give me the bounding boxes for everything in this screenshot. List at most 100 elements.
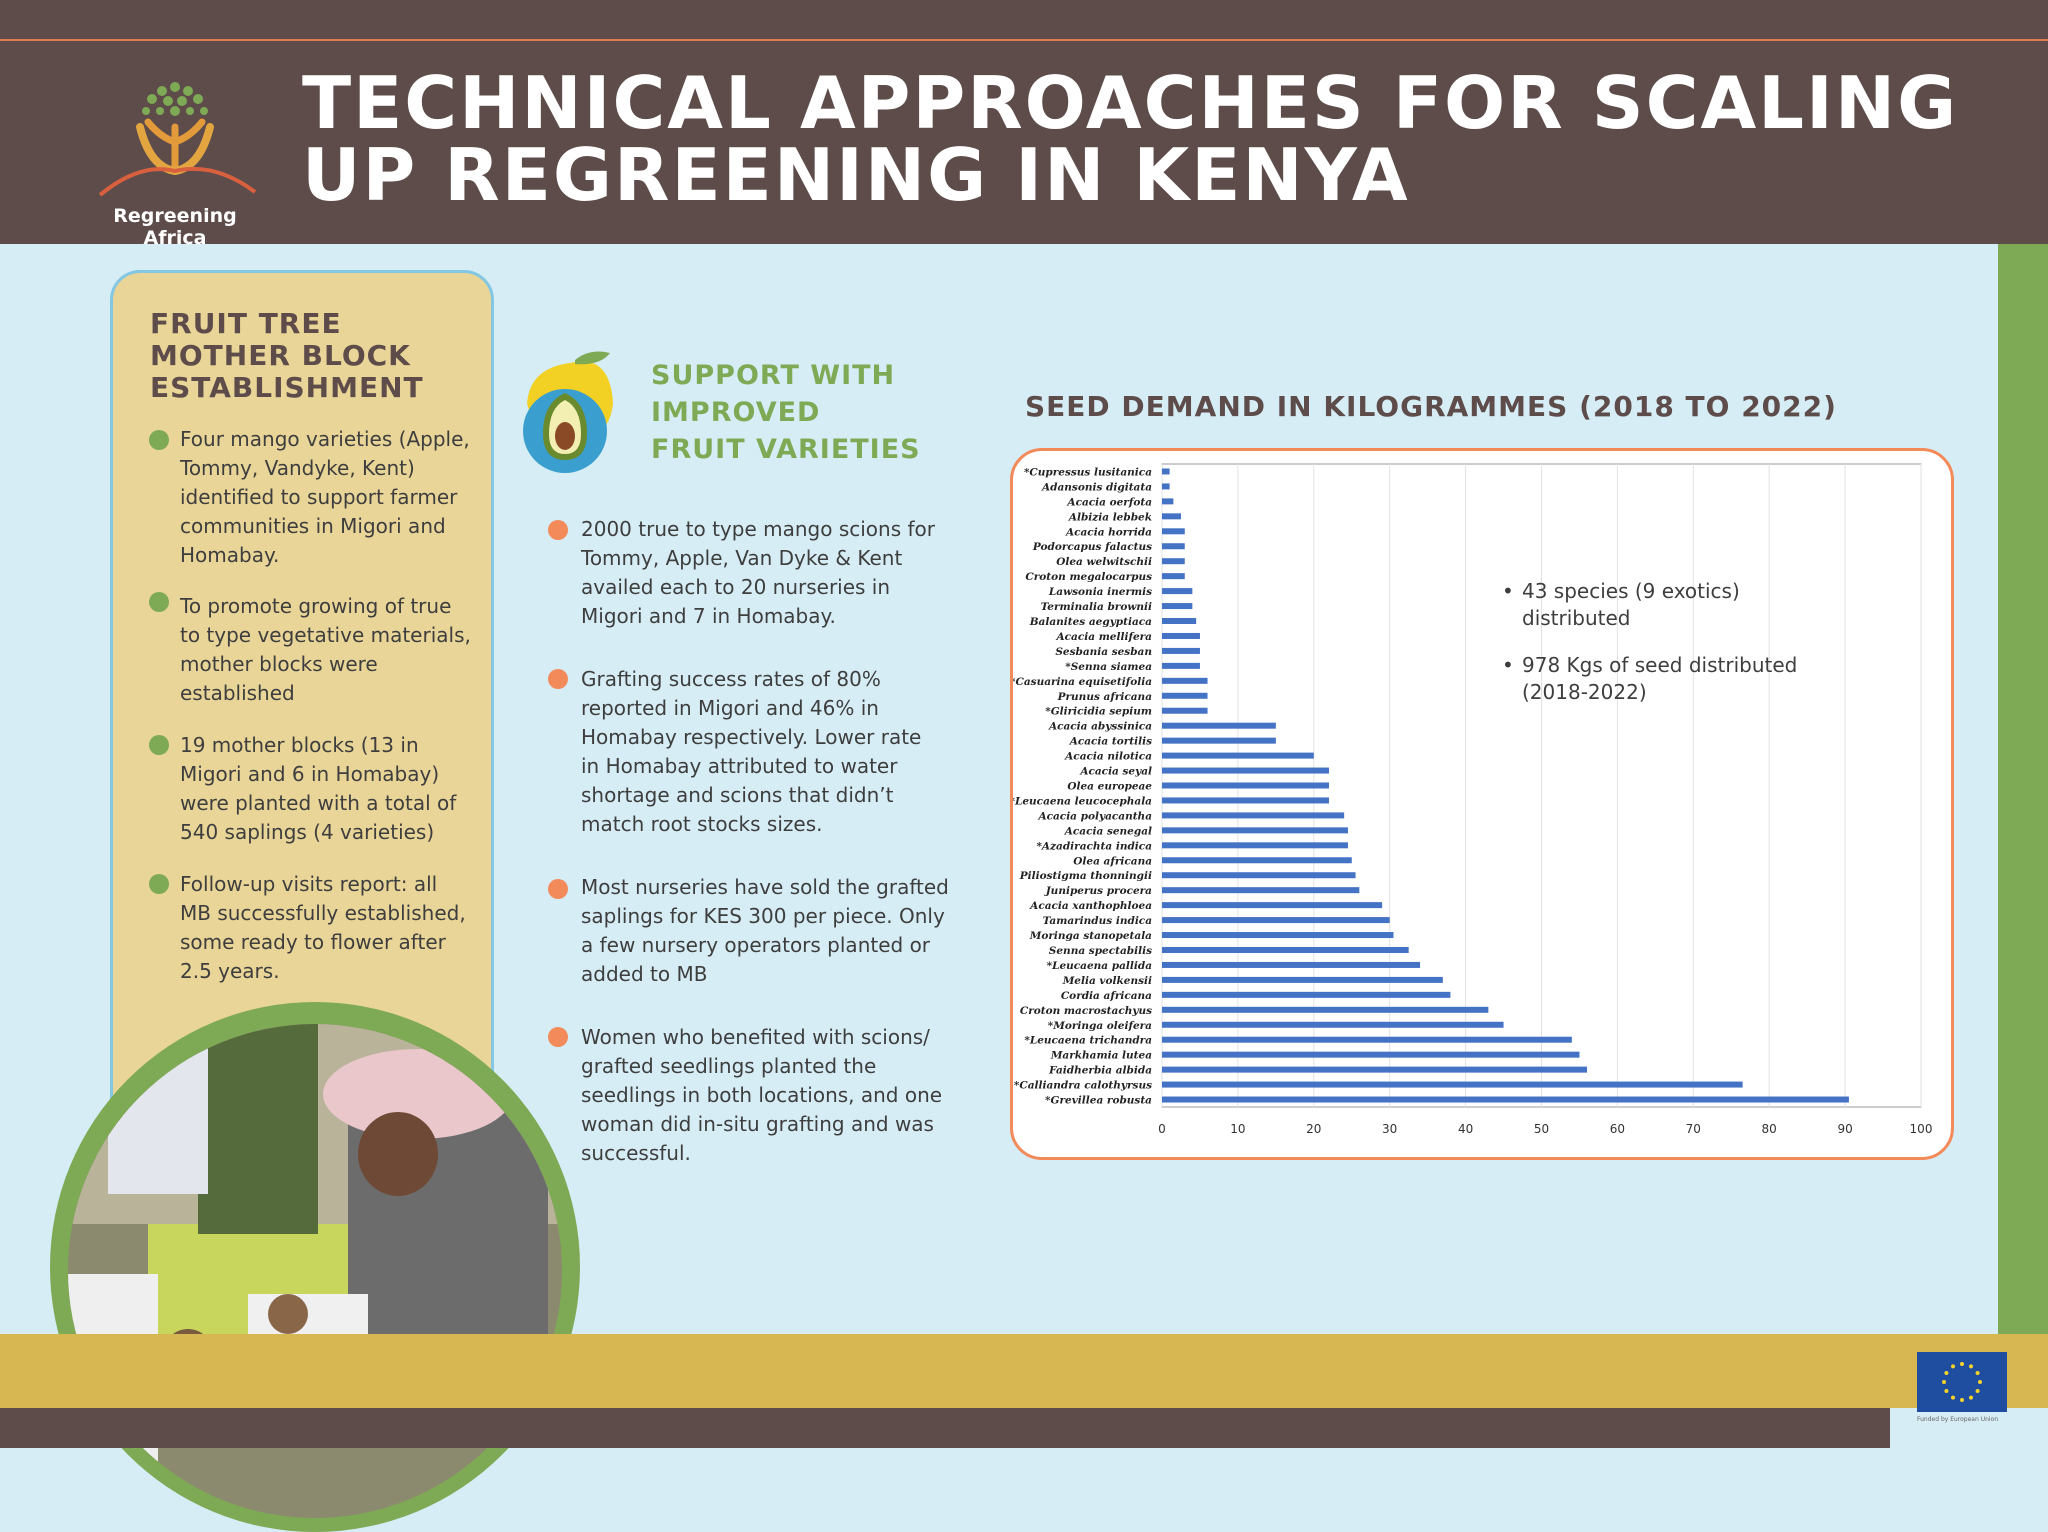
card-bullet-3: 19 mother blocks (13 in Migori and 6 in …	[180, 731, 456, 847]
bar	[1162, 737, 1276, 744]
category-label: Podorcapus falactus	[1032, 541, 1152, 553]
category-label: *Moringa oleifera	[1048, 1020, 1152, 1032]
bullet-line: To promote growing of true	[180, 594, 452, 618]
support-title-line-1: SUPPORT WITH	[651, 360, 896, 391]
bar	[1162, 603, 1193, 610]
category-label: Acacia oerfota	[1066, 496, 1152, 508]
eu-star	[1969, 1364, 1973, 1369]
category-label: Melia volkensii	[1062, 975, 1152, 987]
bar	[1162, 468, 1170, 475]
bar	[1162, 677, 1208, 684]
bar	[1162, 498, 1174, 505]
bar	[1162, 932, 1394, 939]
bullet-dot	[548, 1027, 568, 1047]
category-label: Acacia polyacantha	[1037, 810, 1152, 822]
chart-title: SEED DEMAND IN KILOGRAMMES (2018 TO 2022…	[1025, 390, 1837, 423]
category-label: *Grevillea robusta	[1045, 1095, 1152, 1107]
bar	[1162, 872, 1356, 879]
bar	[1162, 782, 1329, 789]
bar	[1162, 752, 1314, 759]
bullet-dot	[149, 592, 169, 612]
bar	[1162, 513, 1181, 520]
footer-band	[0, 1334, 2048, 1408]
bar	[1162, 991, 1451, 998]
note-line: (2018-2022)	[1522, 680, 1647, 704]
category-label: Tamarindus indica	[1043, 915, 1153, 927]
bar	[1162, 692, 1208, 699]
bar	[1162, 588, 1193, 595]
category-label: Acacia nilotica	[1064, 751, 1152, 763]
bar	[1162, 1036, 1572, 1043]
x-tick-label: 10	[1230, 1122, 1245, 1136]
note-line: 43 species (9 exotics)	[1522, 579, 1740, 603]
category-label: Acacia seyal	[1079, 766, 1152, 778]
card-bullet-4: Follow-up visits report: all MB successf…	[180, 870, 466, 986]
bullet-line: were planted with a total of	[180, 791, 457, 815]
right-green-bar	[1998, 244, 2048, 1334]
note-line: 978 Kgs of seed distributed	[1522, 653, 1798, 677]
bar	[1162, 902, 1383, 909]
bullet-line: Migori and 7 in Homabay.	[581, 604, 836, 628]
support-title-line-2: IMPROVED	[651, 397, 821, 428]
x-tick-label: 70	[1686, 1122, 1701, 1136]
note-kgs: 978 Kgs of seed distributed (2018-2022)	[1502, 652, 1822, 706]
bar	[1162, 961, 1421, 968]
x-tick-label: 50	[1534, 1122, 1549, 1136]
bullet-line: mother blocks were	[180, 652, 378, 676]
tree-hands-icon	[98, 82, 257, 197]
header: Regreening Africa TECHNICAL APPROACHES F…	[0, 41, 2048, 249]
bar	[1162, 543, 1185, 550]
x-tick-label: 40	[1458, 1122, 1473, 1136]
card-bullet-2: To promote growing of true to type veget…	[180, 592, 471, 708]
support-title-line-3: FRUIT VARIETIES	[651, 434, 921, 465]
category-label: *Leucaena leucocephala	[1013, 795, 1152, 807]
top-accent-line	[0, 39, 2048, 41]
category-label: Piliostigma thonningii	[1019, 870, 1152, 882]
bullet-dot	[149, 874, 169, 894]
bullet-line: Migori and 6 in Homabay)	[180, 762, 440, 786]
x-tick-label: 60	[1610, 1122, 1625, 1136]
category-label: Moringa stanopetala	[1029, 930, 1152, 942]
bullet-line: added to MB	[581, 962, 708, 986]
chart-notes: 43 species (9 exotics) distributed 978 K…	[1502, 578, 1822, 706]
bullet-dot	[149, 430, 169, 450]
bullet-line: saplings for KES 300 per piece. Only	[581, 904, 945, 928]
bullet-line: communities in Migori and	[180, 514, 446, 538]
bar	[1162, 842, 1348, 849]
card-title-line-1: FRUIT TREE	[150, 307, 342, 340]
title-line-2: UP REGREENING IN KENYA	[302, 133, 1410, 217]
card-title-line-3: ESTABLISHMENT	[150, 371, 424, 404]
category-label: Acacia mellifera	[1056, 631, 1153, 643]
bullet-line: match root stocks sizes.	[581, 812, 823, 836]
bar	[1162, 1021, 1504, 1028]
bar	[1162, 573, 1185, 580]
category-label: Olea africana	[1073, 855, 1152, 867]
category-label: Prunus africana	[1057, 691, 1153, 703]
bar	[1162, 1051, 1580, 1058]
category-label: Lawsonia inermis	[1048, 586, 1152, 598]
bullet-line: 19 mother blocks (13 in	[180, 733, 419, 757]
category-label: Cordia africana	[1061, 990, 1152, 1002]
bullet-line: Four mango varieties (Apple,	[180, 427, 470, 451]
eu-star	[1942, 1380, 1946, 1384]
category-label: Acacia abyssinica	[1048, 721, 1152, 733]
bullet-line: established	[180, 681, 295, 705]
bullet-line: grafted seedlings planted the	[581, 1054, 877, 1078]
bar	[1162, 812, 1345, 819]
bullet-line: 2000 true to type mango scions for	[581, 517, 935, 541]
category-label: *Gliricidia sepium	[1045, 706, 1152, 718]
avocado-lemon-icon	[515, 348, 625, 473]
bullet-dot	[149, 735, 169, 755]
bullet-dot	[548, 669, 568, 689]
bullet-line: Grafting success rates of 80%	[581, 667, 881, 691]
eu-star	[1951, 1395, 1955, 1400]
category-label: Olea welwitschii	[1056, 556, 1152, 568]
category-label: *Leucaena trichandra	[1024, 1035, 1152, 1047]
bar	[1162, 647, 1200, 654]
bullet-line: Follow-up visits report: all	[180, 872, 438, 896]
footer-strip	[0, 1408, 1890, 1448]
bullet-line: identified to support farmer	[180, 485, 458, 509]
bullet-line: Tommy, Vandyke, Kent)	[180, 456, 415, 480]
note-line: distributed	[1522, 606, 1631, 630]
eu-star	[1978, 1380, 1982, 1384]
